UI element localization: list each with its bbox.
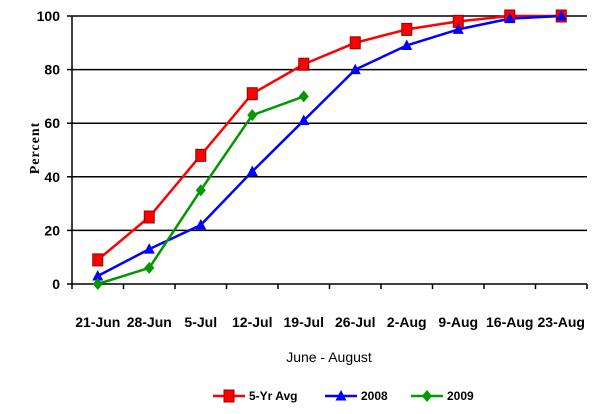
x-tick-label: 12-Jul xyxy=(232,314,272,330)
data-point xyxy=(143,243,155,254)
y-tick-label: 0 xyxy=(52,276,60,292)
data-point xyxy=(92,278,103,290)
legend-label: 5-Yr Avg xyxy=(249,389,297,403)
data-point xyxy=(401,39,413,50)
legend-marker xyxy=(422,390,432,402)
data-point xyxy=(195,148,207,162)
series-markers xyxy=(92,9,567,290)
data-point xyxy=(298,57,310,71)
data-point xyxy=(401,22,413,36)
data-point xyxy=(246,87,258,101)
data-point xyxy=(349,36,361,50)
y-tick-label: 60 xyxy=(44,115,60,131)
data-point xyxy=(298,114,310,126)
x-tick-label: 9-Aug xyxy=(438,314,478,330)
x-tick-label: 2-Aug xyxy=(387,314,427,330)
data-point xyxy=(195,184,206,197)
data-point xyxy=(452,23,464,34)
data-point xyxy=(92,253,104,267)
series-lines xyxy=(96,14,562,286)
x-tick-label: 16-Aug xyxy=(486,314,533,330)
y-axis-label: Percent xyxy=(28,122,43,175)
legend-marker xyxy=(223,389,235,403)
data-point xyxy=(349,63,361,75)
data-point xyxy=(92,269,104,281)
y-tick-label: 100 xyxy=(37,8,61,24)
y-tick-label: 20 xyxy=(44,222,60,238)
data-point xyxy=(298,90,309,103)
y-tick-label: 40 xyxy=(44,169,60,185)
x-tick-label: 19-Jul xyxy=(284,314,324,330)
gridlines xyxy=(72,15,587,232)
x-axis-label: June - August xyxy=(286,349,372,365)
axes xyxy=(67,15,588,289)
legend-label: 2009 xyxy=(447,389,474,403)
y-tick-label: 80 xyxy=(44,62,60,78)
legend-marker xyxy=(335,390,347,401)
x-tick-labels: 21-Jun 28-Jun 5-Jul 12-Jul 19-Jul 26-Jul 2-Aug… xyxy=(75,314,585,330)
y-tick-labels: 0 20 40 60 80 100 xyxy=(37,8,61,292)
data-point xyxy=(247,109,258,122)
data-point xyxy=(504,12,516,24)
x-tick-label: 21-Jun xyxy=(75,314,120,330)
data-point xyxy=(555,10,567,21)
series-line-5-yr-avg xyxy=(96,14,562,261)
legend-label: 2008 xyxy=(361,389,388,403)
legend: 5-Yr Avg 2008 2009 xyxy=(213,389,474,403)
data-point xyxy=(143,210,155,224)
x-tick-label: 28-Jun xyxy=(127,314,172,330)
x-tick-label: 5-Jul xyxy=(184,314,217,330)
data-point xyxy=(195,219,207,230)
series-line-2008 xyxy=(97,14,562,278)
x-tick-label: 26-Jul xyxy=(335,314,375,330)
x-tick-label: 23-Aug xyxy=(538,314,585,330)
data-point xyxy=(246,165,258,176)
data-point xyxy=(144,261,155,274)
